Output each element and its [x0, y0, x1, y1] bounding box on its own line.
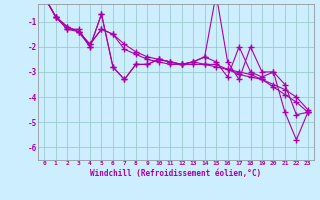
X-axis label: Windchill (Refroidissement éolien,°C): Windchill (Refroidissement éolien,°C) [91, 169, 261, 178]
